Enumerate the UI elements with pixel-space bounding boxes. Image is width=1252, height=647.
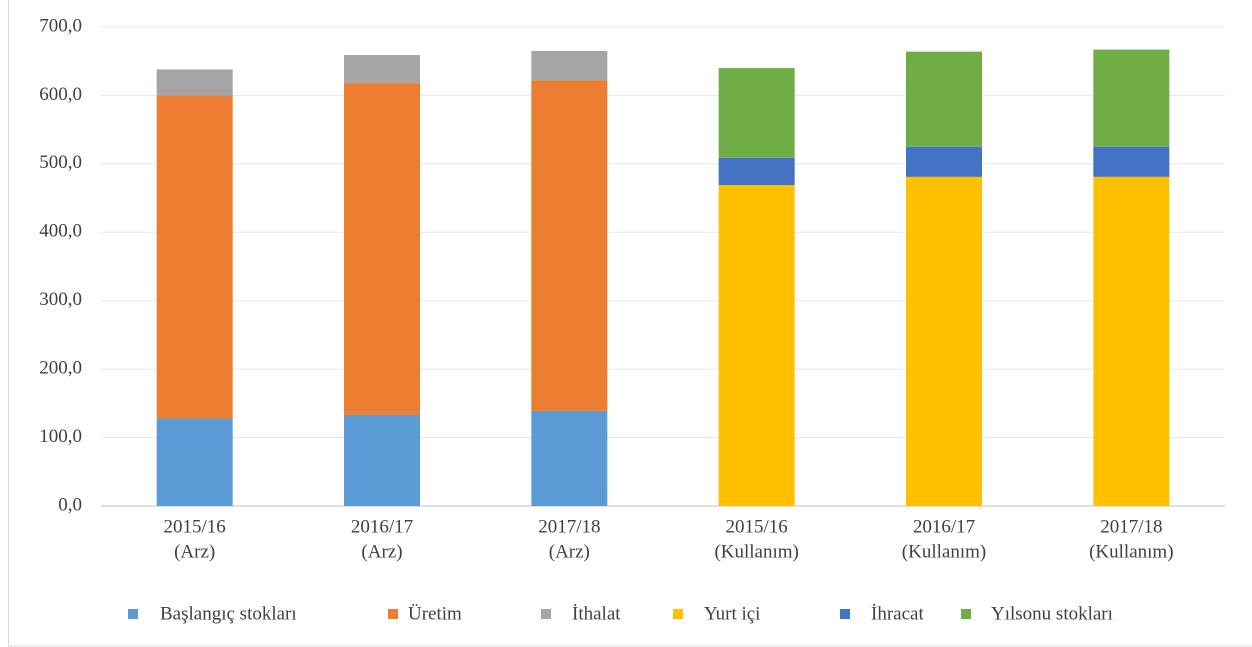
y-tick-label: 200,0 [39, 358, 82, 379]
legend-label: Yılsonu stokları [991, 603, 1113, 624]
legend-swatch [961, 609, 971, 619]
legend-label: Yurt içi [704, 603, 760, 624]
legend-label: Başlangıç stokları [160, 603, 297, 624]
x-tick-label: (Kullanım) [714, 541, 798, 562]
bar-segment [156, 69, 233, 96]
bar-segment [718, 157, 795, 186]
bar-segment [344, 55, 420, 84]
x-tick-label: 2016/17 [913, 516, 975, 537]
y-tick-label: 600,0 [39, 84, 82, 105]
bar-segment [718, 185, 795, 506]
y-tick-label: 400,0 [39, 221, 82, 242]
legend-swatch [388, 609, 398, 619]
x-tick-label: 2015/16 [164, 516, 226, 537]
x-tick-label: (Arz) [549, 541, 590, 562]
x-tick-label: (Arz) [361, 541, 402, 562]
bar-segment [718, 68, 795, 158]
legend-swatch [673, 609, 683, 619]
bar-segment [344, 83, 420, 415]
bar-segment [156, 418, 233, 506]
x-tick-label: 2017/18 [1100, 516, 1162, 537]
y-tick-label: 700,0 [39, 15, 82, 36]
legend-label: Üretim [408, 603, 462, 624]
bar-segment [906, 51, 982, 147]
bar-segment [156, 95, 233, 419]
bar-segment [344, 414, 420, 506]
chart-border [8, 0, 1252, 647]
bar-segment [1093, 49, 1170, 147]
y-tick-label: 0,0 [58, 494, 82, 515]
bar-segment [531, 80, 608, 411]
bar-segment [531, 410, 608, 506]
legend-swatch [541, 609, 551, 619]
legend-label: İthalat [572, 603, 621, 624]
bar-segment [906, 146, 982, 177]
bar-segment [1093, 176, 1170, 506]
bar-segment [531, 50, 608, 81]
bar-segment [1093, 146, 1170, 177]
legend-label: İhracat [871, 603, 924, 624]
x-tick-label: 2017/18 [538, 516, 600, 537]
y-tick-label: 300,0 [39, 289, 82, 310]
x-tick-label: (Kullanım) [902, 541, 986, 562]
x-tick-label: (Arz) [174, 541, 215, 562]
x-tick-label: 2015/16 [726, 516, 788, 537]
bar-segment [906, 176, 982, 506]
legend-swatch [128, 609, 138, 619]
y-tick-label: 100,0 [39, 426, 82, 447]
y-tick-label: 500,0 [39, 152, 82, 173]
legend-swatch [840, 609, 850, 619]
x-tick-label: (Kullanım) [1089, 541, 1173, 562]
x-tick-label: 2016/17 [351, 516, 413, 537]
